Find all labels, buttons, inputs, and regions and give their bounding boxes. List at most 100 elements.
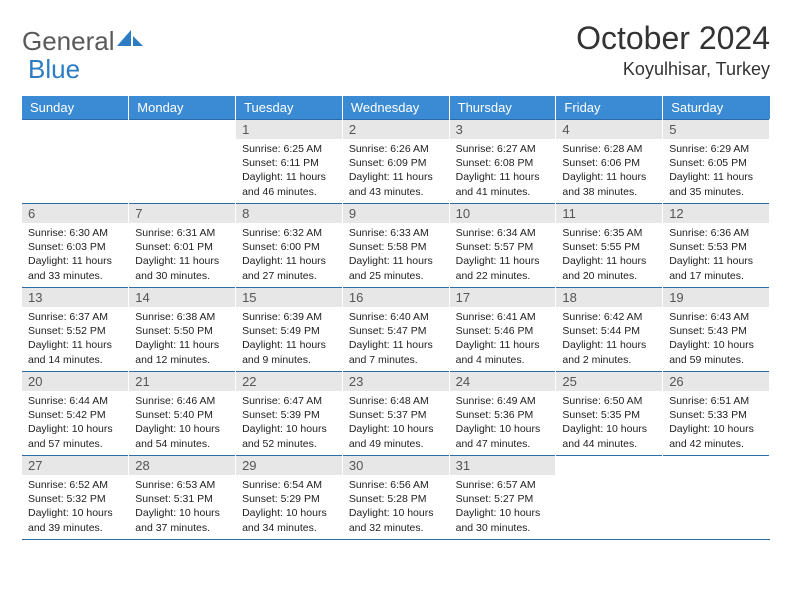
day-body: Sunrise: 6:26 AMSunset: 6:09 PMDaylight:… [343,139,449,203]
calendar-cell: 15Sunrise: 6:39 AMSunset: 5:49 PMDayligh… [236,288,343,372]
day-body: Sunrise: 6:35 AMSunset: 5:55 PMDaylight:… [556,223,662,287]
calendar-cell: 6Sunrise: 6:30 AMSunset: 6:03 PMDaylight… [22,204,129,288]
sunrise-line: Sunrise: 6:34 AM [456,226,550,240]
daylight-line: Daylight: 10 hours and 49 minutes. [349,422,443,450]
daylight-line: Daylight: 11 hours and 17 minutes. [669,254,763,282]
day-number: 13 [22,288,128,307]
daylight-line: Daylight: 11 hours and 43 minutes. [349,170,443,198]
calendar-row: 6Sunrise: 6:30 AMSunset: 6:03 PMDaylight… [22,204,770,288]
sunset-line: Sunset: 5:40 PM [135,408,229,422]
calendar-cell: 3Sunrise: 6:27 AMSunset: 6:08 PMDaylight… [449,120,556,204]
sunrise-line: Sunrise: 6:50 AM [562,394,656,408]
daylight-line: Daylight: 10 hours and 39 minutes. [28,506,122,534]
sunset-line: Sunset: 5:32 PM [28,492,122,506]
day-number: 29 [236,456,342,475]
sunset-line: Sunset: 5:55 PM [562,240,656,254]
daylight-line: Daylight: 10 hours and 37 minutes. [135,506,229,534]
day-number: 30 [343,456,449,475]
sunset-line: Sunset: 6:09 PM [349,156,443,170]
calendar-cell: 13Sunrise: 6:37 AMSunset: 5:52 PMDayligh… [22,288,129,372]
day-body: Sunrise: 6:28 AMSunset: 6:06 PMDaylight:… [556,139,662,203]
calendar-cell: 25 Sunrise: 6:50 AMSunset: 5:35 PMDayligh… [556,372,663,456]
title-block: October 2024 Koyulhisar, Turkey [576,20,770,80]
day-body: Sunrise: 6:30 AMSunset: 6:03 PMDaylight:… [22,223,128,287]
day-number: 16 [343,288,449,307]
calendar-cell: 31Sunrise: 6:57 AMSunset: 5:27 PMDayligh… [449,456,556,540]
calendar-cell: 19Sunrise: 6:43 AMSunset: 5:43 PMDayligh… [663,288,770,372]
calendar-cell [22,120,129,204]
sunset-line: Sunset: 5:44 PM [562,324,656,338]
daylight-line: Daylight: 11 hours and 12 minutes. [135,338,229,366]
day-number: 15 [236,288,342,307]
day-number: 18 [556,288,662,307]
sunrise-line: Sunrise: 6:44 AM [28,394,122,408]
day-body: Sunrise: 6:57 AMSunset: 5:27 PMDaylight:… [450,475,556,539]
daylight-line: Daylight: 10 hours and 57 minutes. [28,422,122,450]
calendar-cell: 1Sunrise: 6:25 AMSunset: 6:11 PMDaylight… [236,120,343,204]
sunrise-line: Sunrise: 6:46 AM [135,394,229,408]
day-number: 31 [450,456,556,475]
calendar-row: 27Sunrise: 6:52 AMSunset: 5:32 PMDayligh… [22,456,770,540]
daylight-line: Daylight: 10 hours and 34 minutes. [242,506,336,534]
calendar-table: SundayMondayTuesdayWednesdayThursdayFrid… [22,96,770,540]
sunset-line: Sunset: 5:42 PM [28,408,122,422]
daylight-line: Daylight: 11 hours and 14 minutes. [28,338,122,366]
sunset-line: Sunset: 5:28 PM [349,492,443,506]
day-number: 8 [236,204,342,223]
day-body: Sunrise: 6:27 AMSunset: 6:08 PMDaylight:… [450,139,556,203]
calendar-cell: 18Sunrise: 6:42 AMSunset: 5:44 PMDayligh… [556,288,663,372]
daylight-line: Daylight: 10 hours and 47 minutes. [456,422,550,450]
sunrise-line: Sunrise: 6:31 AM [135,226,229,240]
day-number: 2 [343,120,449,139]
sunrise-line: Sunrise: 6:56 AM [349,478,443,492]
sunset-line: Sunset: 5:58 PM [349,240,443,254]
day-number: 25 [556,372,662,391]
calendar-cell: 30Sunrise: 6:56 AMSunset: 5:28 PMDayligh… [342,456,449,540]
day-body: Sunrise: 6:37 AMSunset: 5:52 PMDaylight:… [22,307,128,371]
day-number: 26 [663,372,769,391]
day-header: Wednesday [342,96,449,120]
sunset-line: Sunset: 6:03 PM [28,240,122,254]
sunset-line: Sunset: 5:27 PM [456,492,550,506]
day-number: 22 [236,372,342,391]
day-number: 4 [556,120,662,139]
sunset-line: Sunset: 5:50 PM [135,324,229,338]
day-header: Thursday [449,96,556,120]
daylight-line: Daylight: 11 hours and 4 minutes. [456,338,550,366]
sunset-line: Sunset: 5:53 PM [669,240,763,254]
calendar-cell: 24Sunrise: 6:49 AMSunset: 5:36 PMDayligh… [449,372,556,456]
sunrise-line: Sunrise: 6:51 AM [669,394,763,408]
sunset-line: Sunset: 5:35 PM [562,408,656,422]
day-header: Friday [556,96,663,120]
calendar-cell: 7Sunrise: 6:31 AMSunset: 6:01 PMDaylight… [129,204,236,288]
day-number: 5 [663,120,769,139]
header: General October 2024 Koyulhisar, Turkey [22,20,770,80]
day-number: 28 [129,456,235,475]
sunrise-line: Sunrise: 6:35 AM [562,226,656,240]
calendar-cell: 26Sunrise: 6:51 AMSunset: 5:33 PMDayligh… [663,372,770,456]
sunrise-line: Sunrise: 6:28 AM [562,142,656,156]
day-number: 27 [22,456,128,475]
sunrise-line: Sunrise: 6:32 AM [242,226,336,240]
day-body: Sunrise: 6:36 AMSunset: 5:53 PMDaylight:… [663,223,769,287]
calendar-cell: 5Sunrise: 6:29 AMSunset: 6:05 PMDaylight… [663,120,770,204]
calendar-cell: 8Sunrise: 6:32 AMSunset: 6:00 PMDaylight… [236,204,343,288]
sunrise-line: Sunrise: 6:40 AM [349,310,443,324]
day-number: 17 [450,288,556,307]
day-body: Sunrise: 6:47 AMSunset: 5:39 PMDaylight:… [236,391,342,455]
sunset-line: Sunset: 6:06 PM [562,156,656,170]
daylight-line: Daylight: 10 hours and 44 minutes. [562,422,656,450]
day-body: Sunrise: 6:29 AMSunset: 6:05 PMDaylight:… [663,139,769,203]
sunrise-line: Sunrise: 6:37 AM [28,310,122,324]
day-body: Sunrise: 6:49 AMSunset: 5:36 PMDaylight:… [450,391,556,455]
sunrise-line: Sunrise: 6:29 AM [669,142,763,156]
calendar-cell: 16Sunrise: 6:40 AMSunset: 5:47 PMDayligh… [342,288,449,372]
month-title: October 2024 [576,20,770,57]
calendar-cell: 11Sunrise: 6:35 AMSunset: 5:55 PMDayligh… [556,204,663,288]
logo: General [22,26,143,57]
logo-text-blue: Blue [28,54,80,85]
calendar-cell: 2Sunrise: 6:26 AMSunset: 6:09 PMDaylight… [342,120,449,204]
sunset-line: Sunset: 5:52 PM [28,324,122,338]
day-body: Sunrise: 6:41 AMSunset: 5:46 PMDaylight:… [450,307,556,371]
day-body: Sunrise: 6:32 AMSunset: 6:00 PMDaylight:… [236,223,342,287]
